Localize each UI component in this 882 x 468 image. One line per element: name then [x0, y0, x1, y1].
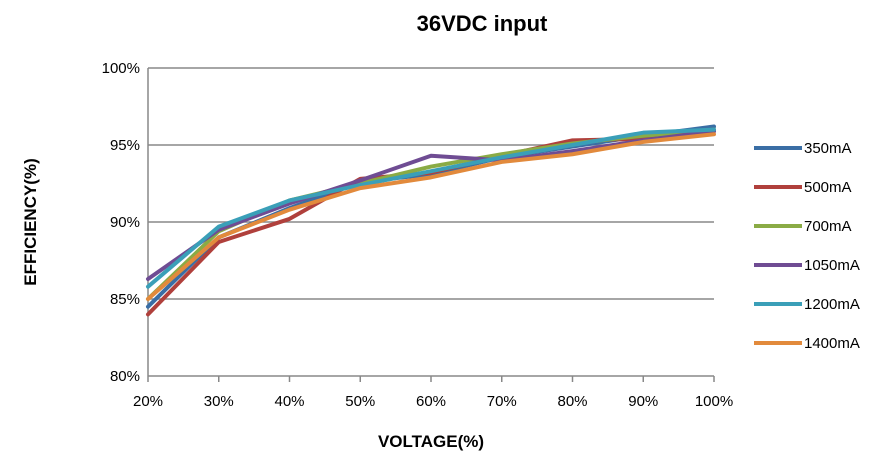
- series-lines: [146, 124, 716, 317]
- y-tick-label: 100%: [102, 60, 140, 77]
- x-tick-label: 40%: [274, 393, 304, 410]
- y-tick-label: 80%: [110, 368, 140, 385]
- legend-label: 700mA: [804, 218, 852, 235]
- legend-label: 500mA: [804, 179, 852, 196]
- x-tick-label: 80%: [557, 393, 587, 410]
- series-line-350mA: [146, 124, 716, 309]
- x-axis-title: VOLTAGE(%): [378, 432, 484, 451]
- chart-title: 36VDC input: [417, 11, 548, 36]
- x-axis-ticks: 20% 30% 40% 50% 60% 70% 80% 90% 100%: [133, 376, 733, 410]
- y-tick-label: 85%: [110, 291, 140, 308]
- y-axis-title: EFFICIENCY(%): [21, 158, 40, 286]
- x-tick-label: 50%: [345, 393, 375, 410]
- legend-label: 1050mA: [804, 257, 860, 274]
- x-tick-label: 90%: [628, 393, 658, 410]
- legend-label: 1400mA: [804, 335, 860, 352]
- legend-label: 1200mA: [804, 296, 860, 313]
- y-tick-label: 95%: [110, 137, 140, 154]
- series-line-1050mA: [146, 129, 716, 281]
- y-tick-label: 90%: [110, 214, 140, 231]
- legend-label: 350mA: [804, 140, 852, 157]
- x-tick-label: 30%: [204, 393, 234, 410]
- series-line-1200mA: [146, 127, 716, 289]
- legend: 350mA 500mA 700mA 1050mA 1200mA 1400mA: [754, 140, 860, 352]
- x-tick-label: 100%: [695, 393, 733, 410]
- x-tick-label: 70%: [487, 393, 517, 410]
- x-tick-label: 20%: [133, 393, 163, 410]
- y-axis-ticks: 80% 85% 90% 95% 100%: [102, 60, 140, 385]
- x-tick-label: 60%: [416, 393, 446, 410]
- series-line-1400mA: [146, 132, 716, 301]
